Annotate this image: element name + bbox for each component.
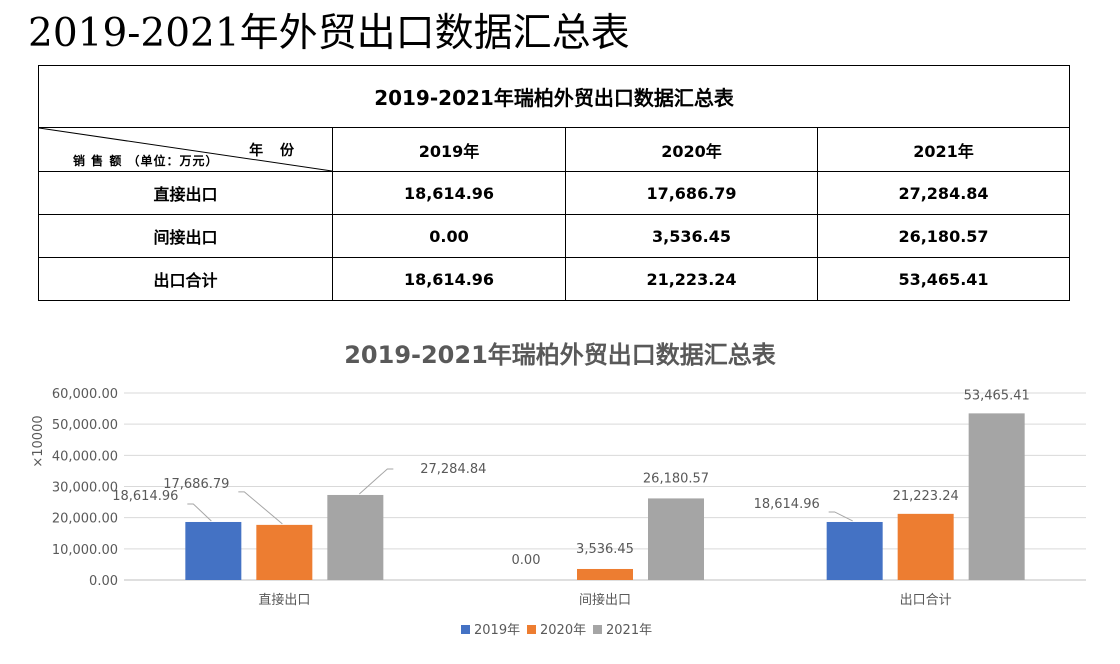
y-tick-label: 60,000.00 <box>52 387 118 402</box>
y-axis-label: ×10000 <box>31 415 46 467</box>
y-tick-label: 20,000.00 <box>52 512 118 527</box>
bar <box>826 521 883 580</box>
row-label: 直接出口 <box>38 171 333 215</box>
bar <box>968 413 1025 580</box>
x-category-label: 间接出口 <box>579 592 631 608</box>
leader-line <box>359 468 394 495</box>
chart-title: 2019-2021年瑞柏外贸出口数据汇总表 <box>344 341 777 369</box>
table-row: 间接出口 0.00 3,536.45 26,180.57 <box>38 214 1071 258</box>
leader-line <box>828 511 853 522</box>
table-caption: 2019-2021年瑞柏外贸出口数据汇总表 <box>37 65 1071 128</box>
legend-swatch <box>593 625 602 634</box>
row-label: 间接出口 <box>38 214 333 258</box>
table-row: 出口合计 18,614.96 21,223.24 53,465.41 <box>38 257 1071 301</box>
y-tick-label: 10,000.00 <box>52 543 118 558</box>
y-tick-label: 40,000.00 <box>52 449 118 464</box>
data-label: 18,614.96 <box>754 497 820 512</box>
table-cell: 0.00 <box>332 214 566 258</box>
table-cell: 3,536.45 <box>565 214 818 258</box>
table-cell: 53,465.41 <box>816 257 1071 301</box>
data-label: 21,223.24 <box>893 489 959 504</box>
corner-sales-label: 销 售 额 （单位：万元） <box>73 154 219 168</box>
legend-label: 2020年 <box>540 623 586 638</box>
table-cell: 18,614.96 <box>332 171 566 215</box>
x-category-label: 出口合计 <box>900 593 952 608</box>
column-header-2019: 2019年 <box>332 127 566 172</box>
leader-line <box>187 503 212 522</box>
table-cell: 21,223.24 <box>565 257 818 301</box>
diagonal-divider <box>39 128 332 171</box>
table-row: 直接出口 18,614.96 17,686.79 27,284.84 <box>38 171 1071 215</box>
column-header-2020: 2020年 <box>565 127 818 172</box>
table-cell: 18,614.96 <box>332 257 566 301</box>
data-label: 26,180.57 <box>643 471 709 486</box>
corner-header-cell: 年 份 销 售 额 （单位：万元） <box>38 127 333 172</box>
legend-label: 2021年 <box>606 623 652 638</box>
bar <box>256 524 313 580</box>
table-cell: 17,686.79 <box>565 171 818 215</box>
bar <box>327 494 384 580</box>
data-label: 3,536.45 <box>576 542 634 557</box>
table-cell: 26,180.57 <box>816 214 1071 258</box>
legend-label: 2019年 <box>474 623 520 638</box>
data-label: 18,614.96 <box>112 489 178 504</box>
summary-table: 2019-2021年瑞柏外贸出口数据汇总表 年 份 销 售 额 （单位：万元） … <box>37 65 1071 301</box>
bar <box>897 513 954 580</box>
page-title: 2019-2021年外贸出口数据汇总表 <box>28 11 630 56</box>
data-label: 17,686.79 <box>163 477 229 492</box>
data-label: 53,465.41 <box>964 388 1030 403</box>
legend-swatch <box>527 625 536 634</box>
bar <box>648 498 704 580</box>
legend-swatch <box>461 625 470 634</box>
data-label: 0.00 <box>512 553 541 568</box>
row-label: 出口合计 <box>38 257 333 301</box>
bar <box>185 521 242 580</box>
table-cell: 27,284.84 <box>816 171 1071 215</box>
y-tick-label: 0.00 <box>89 574 118 589</box>
corner-year-label: 年 份 <box>249 143 300 159</box>
y-tick-label: 50,000.00 <box>52 418 118 433</box>
bar-chart: 2019-2021年瑞柏外贸出口数据汇总表 0.00 10,000.00 20,000… <box>31 341 1086 638</box>
data-label: 27,284.84 <box>420 462 486 477</box>
leader-line <box>238 491 283 525</box>
y-tick-label: 30,000.00 <box>52 481 118 496</box>
bar <box>577 568 633 580</box>
x-category-label: 直接出口 <box>258 592 310 608</box>
column-header-2021: 2021年 <box>816 127 1071 172</box>
